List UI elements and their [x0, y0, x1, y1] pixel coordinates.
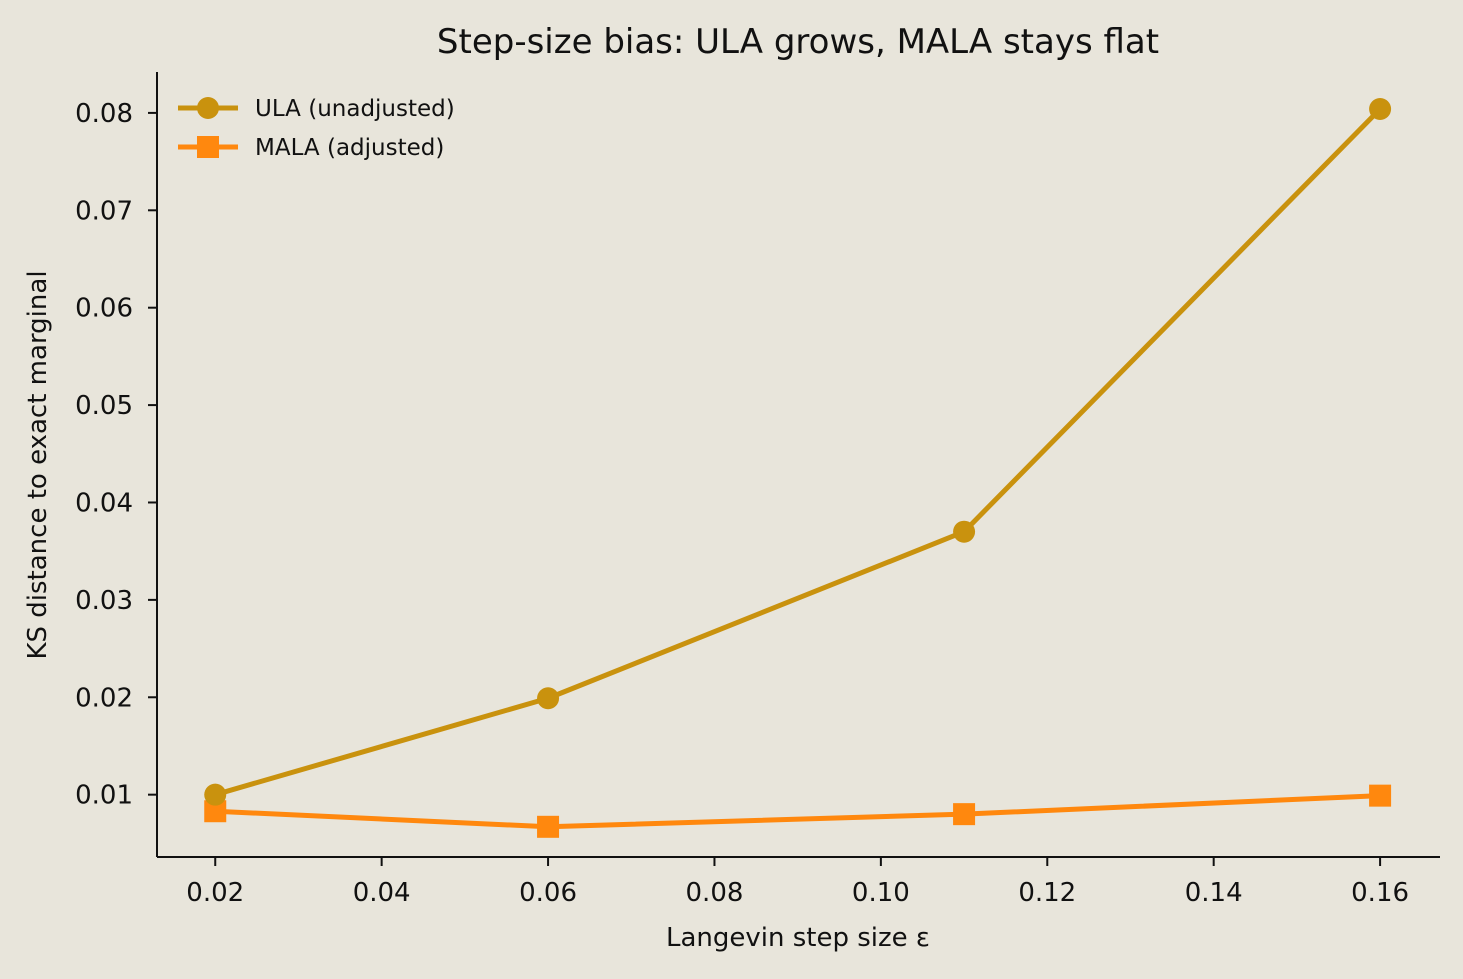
data-point-ula — [1369, 98, 1392, 121]
data-point-ula — [953, 520, 976, 543]
x-tick-label: 0.10 — [852, 878, 910, 908]
x-axis-label: Langevin step size ε — [666, 923, 930, 953]
x-tick-label: 0.06 — [519, 878, 577, 908]
y-tick-label: 0.06 — [75, 294, 133, 324]
legend-marker-ula — [197, 97, 219, 119]
chart-title: Step-size bias: ULA grows, MALA stays fl… — [437, 22, 1159, 62]
y-tick-label: 0.05 — [75, 391, 133, 421]
y-tick-label: 0.02 — [75, 683, 133, 713]
x-ticks: 0.02 0.04 0.06 0.08 0.10 0.12 0.14 0.16 — [186, 857, 1409, 908]
legend-label-mala: MALA (adjusted) — [255, 135, 444, 161]
y-tick-label: 0.08 — [75, 99, 133, 129]
x-tick-label: 0.14 — [1185, 878, 1243, 908]
data-point-mala — [204, 800, 227, 823]
data-point-ula — [537, 687, 560, 710]
legend-label-ula: ULA (unadjusted) — [255, 96, 455, 122]
legend-marker-mala — [197, 136, 219, 158]
series-line-mala — [215, 793, 1381, 830]
x-tick-label: 0.16 — [1351, 878, 1409, 908]
x-tick-label: 0.08 — [686, 878, 744, 908]
series-line-ula — [214, 107, 1382, 798]
data-point-mala — [1369, 784, 1392, 807]
data-point-ula — [204, 783, 227, 806]
y-tick-label: 0.03 — [75, 586, 133, 616]
x-tick-label: 0.12 — [1018, 878, 1076, 908]
data-point-mala — [953, 803, 976, 826]
y-tick-label: 0.01 — [75, 781, 133, 811]
y-tick-label: 0.07 — [75, 196, 133, 226]
y-ticks: 0.01 0.02 0.03 0.04 0.05 0.06 0.07 0.08 — [75, 99, 157, 811]
y-tick-label: 0.04 — [75, 488, 133, 518]
x-tick-label: 0.02 — [186, 878, 244, 908]
data-point-mala — [537, 815, 560, 838]
series-layer — [204, 98, 1392, 838]
x-tick-label: 0.04 — [353, 878, 411, 908]
y-axis-label: KS distance to exact marginal — [23, 270, 53, 659]
legend: ULA (unadjusted) MALA (adjusted) — [178, 96, 455, 161]
